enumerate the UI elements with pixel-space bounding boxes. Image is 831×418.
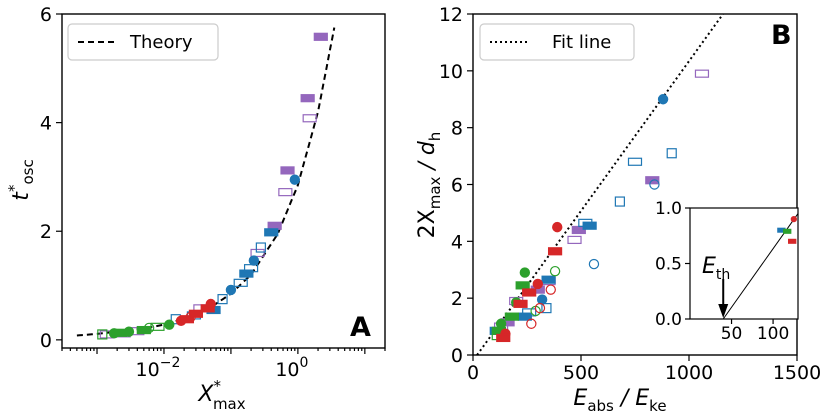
data-point-blue (239, 269, 254, 278)
panel-a-ylabel: t*osc (5, 159, 37, 200)
legend-theory-label: Theory (129, 32, 193, 53)
panel-a-xlabel: X* max (197, 377, 245, 413)
panel-a-frame (61, 13, 386, 349)
data-point-blue (255, 242, 266, 253)
y-tick-label: 4 (451, 231, 463, 253)
panel-a-label: A (350, 312, 371, 343)
y-tick-label: 12 (439, 4, 463, 26)
data-point-blue (657, 94, 669, 105)
inset-y-tick-label: 1.0 (655, 199, 682, 219)
y-tick-label: 2 (40, 221, 52, 243)
data-point-blue (541, 303, 552, 314)
inset-data-point (783, 228, 792, 234)
data-point-blue (289, 174, 301, 185)
inset-x-tick-label: 100 (757, 324, 789, 344)
data-point-blue (541, 275, 556, 284)
data-point-red (188, 309, 204, 318)
panel-b: 0 2 4 6 8 10 12 0 500 1000 1500 Fit line B 2Xmax /… (415, 4, 821, 415)
x-tick-label: 0 (467, 362, 479, 384)
data-point-blue (217, 294, 228, 305)
panel-b-xlabel: Eabs / Eke (573, 386, 666, 415)
y-tick-label: 6 (451, 175, 463, 197)
inset-y-tick-label: 0.0 (655, 310, 682, 330)
data-point-green (549, 265, 561, 277)
data-point-blue (582, 221, 597, 230)
data-point-blue (225, 284, 237, 296)
data-point-green (504, 312, 519, 321)
data-point-blue (588, 258, 600, 270)
panel-b-ylabel: 2Xmax / dh (415, 132, 444, 239)
x-tick-label: 500 (563, 362, 599, 384)
data-point-green (123, 326, 135, 337)
y-tick-label: 4 (40, 113, 52, 135)
data-point-purple (250, 248, 265, 258)
data-point-green (519, 267, 531, 278)
panel-a-ticks: 0 2 4 6 10−2 100 (40, 4, 386, 381)
data-point-green (150, 322, 165, 331)
data-point-green (164, 319, 175, 330)
data-point-purple (313, 32, 328, 41)
data-point-green (515, 281, 530, 290)
legend-box (479, 23, 635, 61)
data-point-red (513, 299, 528, 308)
panel-b-inset: 0.0 0.5 1.0 50 100 Eth (655, 199, 799, 344)
data-point-blue (233, 278, 248, 287)
y-tick-label: 8 (451, 118, 463, 140)
data-point-purple (278, 188, 293, 197)
y-tick-label: 0 (40, 330, 52, 352)
panel-a-points (97, 32, 328, 340)
data-point-red (532, 278, 544, 290)
data-point-purple (302, 114, 317, 123)
data-point-red (545, 284, 556, 295)
data-point-blue (614, 196, 625, 207)
data-point-blue (666, 148, 677, 159)
panel-a: 0 2 4 6 10−2 100 Theory A t*osc X* max (5, 4, 386, 413)
x-tick-label: 1000 (665, 362, 713, 384)
legend-fit-label: Fit line (552, 32, 611, 53)
data-point-blue (536, 294, 548, 305)
data-point-green (136, 325, 151, 335)
data-point-blue (264, 228, 279, 237)
data-point-green (97, 329, 108, 340)
data-point-red (534, 302, 546, 314)
inset-eth-label: Eth (702, 254, 730, 283)
y-tick-label: 6 (40, 4, 52, 26)
data-point-blue (248, 255, 260, 266)
data-point-red (526, 318, 537, 329)
inset-data-point (790, 215, 797, 223)
inset-x-tick-label: 50 (721, 324, 743, 344)
x-tick-label: 10−2 (136, 355, 181, 381)
data-point-blue (627, 157, 643, 166)
inset-frame (689, 207, 799, 320)
data-point-purple (694, 69, 710, 78)
legend-box (67, 23, 219, 61)
data-point-purple (300, 94, 315, 103)
y-tick-label: 0 (451, 345, 463, 367)
x-tick-label: 1500 (773, 362, 821, 384)
panel-a-legend: Theory (67, 23, 219, 61)
data-point-blue (649, 179, 660, 190)
data-point-red (496, 333, 511, 343)
data-point-red (205, 298, 216, 310)
threshold-arrow-head (718, 304, 729, 318)
y-tick-label: 2 (451, 288, 463, 310)
data-point-purple (567, 235, 582, 245)
panel-b-label: B (771, 20, 792, 51)
y-tick-label: 10 (439, 61, 463, 83)
data-point-red (547, 247, 563, 256)
data-point-green (143, 322, 155, 334)
panel-b-legend: Fit line (479, 23, 635, 61)
data-point-red (552, 221, 563, 233)
inset-data-point (788, 238, 797, 244)
panel-b-ticks: 0 2 4 6 8 10 12 0 500 1000 1500 (439, 4, 821, 384)
inset-y-tick-label: 0.5 (655, 255, 682, 275)
data-point-purple (280, 166, 295, 175)
x-tick-label: 100 (275, 355, 308, 381)
data-point-red (522, 288, 537, 297)
panel-b-points (489, 69, 710, 343)
inset-content: 0.0 0.5 1.0 50 100 (655, 199, 799, 344)
